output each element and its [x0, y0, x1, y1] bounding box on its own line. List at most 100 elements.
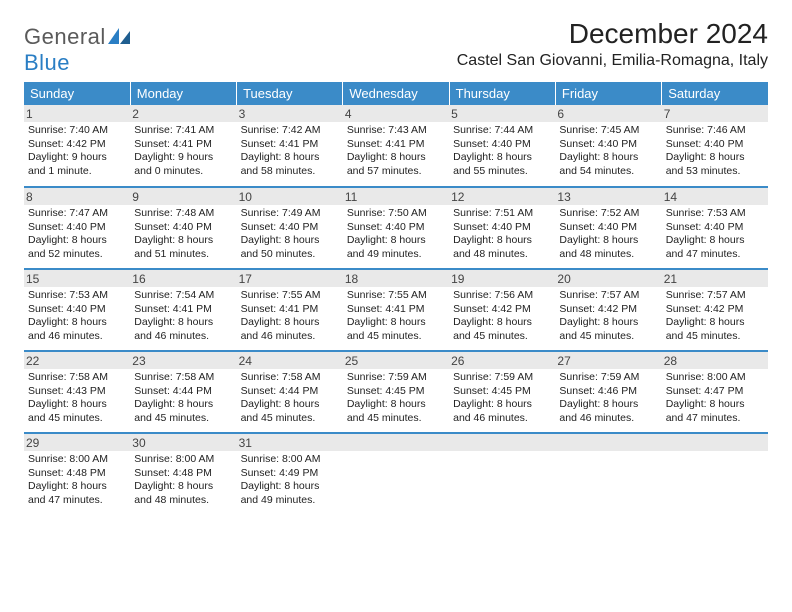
- calendar-day-cell: 23 Sunrise: 7:58 AMSunset: 4:44 PMDayligh…: [130, 351, 236, 433]
- day-details: Sunrise: 7:49 AMSunset: 4:40 PMDaylight:…: [241, 207, 339, 262]
- location-subtitle: Castel San Giovanni, Emilia-Romagna, Ita…: [457, 52, 768, 70]
- weekday-header: Tuesday: [237, 82, 343, 105]
- day-number: 23: [130, 352, 236, 369]
- day-details: Sunrise: 7:47 AMSunset: 4:40 PMDaylight:…: [28, 207, 126, 262]
- day-details: Sunrise: 7:50 AMSunset: 4:40 PMDaylight:…: [347, 207, 445, 262]
- day-details: Sunrise: 7:54 AMSunset: 4:41 PMDaylight:…: [134, 289, 232, 344]
- day-number: 25: [343, 352, 449, 369]
- day-details: Sunrise: 7:42 AMSunset: 4:41 PMDaylight:…: [241, 124, 339, 179]
- calendar-day-cell: 7 Sunrise: 7:46 AMSunset: 4:40 PMDaylight…: [662, 105, 768, 187]
- day-details: Sunrise: 7:56 AMSunset: 4:42 PMDaylight:…: [453, 289, 551, 344]
- day-details: Sunrise: 7:59 AMSunset: 4:46 PMDaylight:…: [559, 371, 657, 426]
- title-block: December 2024 Castel San Giovanni, Emili…: [457, 18, 768, 70]
- day-details: Sunrise: 7:58 AMSunset: 4:44 PMDaylight:…: [241, 371, 339, 426]
- day-details: Sunrise: 7:58 AMSunset: 4:43 PMDaylight:…: [28, 371, 126, 426]
- logo-sail-icon: [108, 28, 130, 44]
- calendar-day-cell: 5Sunrise: 7:44 AMSunset: 4:40 PMDaylight…: [449, 105, 555, 187]
- day-number: 28: [662, 352, 768, 369]
- day-details: Sunrise: 7:57 AMSunset: 4:42 PMDaylight:…: [559, 289, 657, 344]
- day-number: 12: [449, 188, 555, 205]
- day-details: Sunrise: 7:59 AMSunset: 4:45 PMDaylight:…: [347, 371, 445, 426]
- calendar-day-cell: 31Sunrise: 8:00 AMSunset: 4:49 PMDayligh…: [237, 433, 343, 515]
- day-number: 2: [130, 105, 236, 122]
- day-number: 6: [555, 105, 661, 122]
- day-details: Sunrise: 7:52 AMSunset: 4:40 PMDaylight:…: [559, 207, 657, 262]
- calendar-day-cell: 18 Sunrise: 7:55 AMSunset: 4:41 PMDayligh…: [343, 269, 449, 351]
- calendar-day-cell: 25 Sunrise: 7:59 AMSunset: 4:45 PMDayligh…: [343, 351, 449, 433]
- calendar-body: 1Sunrise: 7:40 AMSunset: 4:42 PMDaylight…: [24, 105, 768, 515]
- calendar-day-cell: [555, 433, 661, 515]
- day-number: 21: [662, 270, 768, 287]
- calendar-day-cell: 8 Sunrise: 7:47 AMSunset: 4:40 PMDaylight…: [24, 187, 130, 269]
- calendar-day-cell: 27 Sunrise: 7:59 AMSunset: 4:46 PMDayligh…: [555, 351, 661, 433]
- day-number: 10: [237, 188, 343, 205]
- day-details: Sunrise: 8:00 AMSunset: 4:48 PMDaylight:…: [28, 453, 126, 508]
- day-details: Sunrise: 7:48 AMSunset: 4:40 PMDaylight:…: [134, 207, 232, 262]
- calendar-week-row: 1Sunrise: 7:40 AMSunset: 4:42 PMDaylight…: [24, 105, 768, 187]
- day-number-empty: [662, 434, 768, 451]
- calendar-day-cell: 29 Sunrise: 8:00 AMSunset: 4:48 PMDayligh…: [24, 433, 130, 515]
- day-number: 27: [555, 352, 661, 369]
- calendar-day-cell: 3 Sunrise: 7:42 AMSunset: 4:41 PMDaylight…: [237, 105, 343, 187]
- calendar-day-cell: [343, 433, 449, 515]
- logo-blue: Blue: [24, 50, 70, 75]
- calendar-day-cell: 24 Sunrise: 7:58 AMSunset: 4:44 PMDayligh…: [237, 351, 343, 433]
- logo-text: General Blue: [24, 24, 130, 76]
- day-details: Sunrise: 7:58 AMSunset: 4:44 PMDaylight:…: [134, 371, 232, 426]
- calendar-day-cell: 9 Sunrise: 7:48 AMSunset: 4:40 PMDaylight…: [130, 187, 236, 269]
- day-number-empty: [449, 434, 555, 451]
- calendar-day-cell: 4Sunrise: 7:43 AMSunset: 4:41 PMDaylight…: [343, 105, 449, 187]
- calendar-day-cell: 30 Sunrise: 8:00 AMSunset: 4:48 PMDayligh…: [130, 433, 236, 515]
- calendar-week-row: 15 Sunrise: 7:53 AMSunset: 4:40 PMDayligh…: [24, 269, 768, 351]
- day-details: Sunrise: 7:53 AMSunset: 4:40 PMDaylight:…: [28, 289, 126, 344]
- day-number: 18: [343, 270, 449, 287]
- calendar-day-cell: 11 Sunrise: 7:50 AMSunset: 4:40 PMDayligh…: [343, 187, 449, 269]
- calendar-week-row: 22 Sunrise: 7:58 AMSunset: 4:43 PMDayligh…: [24, 351, 768, 433]
- day-number: 24: [237, 352, 343, 369]
- calendar-day-cell: 20Sunrise: 7:57 AMSunset: 4:42 PMDayligh…: [555, 269, 661, 351]
- day-details: Sunrise: 7:51 AMSunset: 4:40 PMDaylight:…: [453, 207, 551, 262]
- day-number: 29: [24, 434, 130, 451]
- day-details: Sunrise: 7:55 AMSunset: 4:41 PMDaylight:…: [241, 289, 339, 344]
- day-number: 30: [130, 434, 236, 451]
- day-details: Sunrise: 8:00 AMSunset: 4:47 PMDaylight:…: [666, 371, 764, 426]
- day-number: 8: [24, 188, 130, 205]
- day-details: Sunrise: 7:40 AMSunset: 4:42 PMDaylight:…: [28, 124, 126, 179]
- weekday-header: Thursday: [449, 82, 555, 105]
- calendar-week-row: 8 Sunrise: 7:47 AMSunset: 4:40 PMDaylight…: [24, 187, 768, 269]
- calendar-day-cell: 26 Sunrise: 7:59 AMSunset: 4:45 PMDayligh…: [449, 351, 555, 433]
- day-details: Sunrise: 7:45 AMSunset: 4:40 PMDaylight:…: [559, 124, 657, 179]
- day-number: 13: [555, 188, 661, 205]
- day-details: Sunrise: 7:59 AMSunset: 4:45 PMDaylight:…: [453, 371, 551, 426]
- day-number: 16: [130, 270, 236, 287]
- day-number: 22: [24, 352, 130, 369]
- weekday-header: Monday: [130, 82, 236, 105]
- day-number: 19: [449, 270, 555, 287]
- calendar-day-cell: 17Sunrise: 7:55 AMSunset: 4:41 PMDayligh…: [237, 269, 343, 351]
- day-details: Sunrise: 7:53 AMSunset: 4:40 PMDaylight:…: [666, 207, 764, 262]
- month-title: December 2024: [457, 18, 768, 50]
- day-number: 14: [662, 188, 768, 205]
- page-header: General Blue December 2024 Castel San Gi…: [24, 18, 768, 76]
- calendar-day-cell: 16 Sunrise: 7:54 AMSunset: 4:41 PMDayligh…: [130, 269, 236, 351]
- day-number: 3: [237, 105, 343, 122]
- day-details: Sunrise: 7:55 AMSunset: 4:41 PMDaylight:…: [347, 289, 445, 344]
- day-number: 26: [449, 352, 555, 369]
- calendar-day-cell: 15 Sunrise: 7:53 AMSunset: 4:40 PMDayligh…: [24, 269, 130, 351]
- day-number-empty: [555, 434, 661, 451]
- calendar-day-cell: 28 Sunrise: 8:00 AMSunset: 4:47 PMDayligh…: [662, 351, 768, 433]
- day-number: 7: [662, 105, 768, 122]
- calendar-head: Sunday Monday Tuesday Wednesday Thursday…: [24, 82, 768, 105]
- day-number: 4: [343, 105, 449, 122]
- logo-general: General: [24, 24, 106, 49]
- day-details: Sunrise: 8:00 AMSunset: 4:48 PMDaylight:…: [134, 453, 232, 508]
- day-details: Sunrise: 7:46 AMSunset: 4:40 PMDaylight:…: [666, 124, 764, 179]
- day-number: 31: [237, 434, 343, 451]
- weekday-header: Sunday: [24, 82, 130, 105]
- day-number: 15: [24, 270, 130, 287]
- day-number-empty: [343, 434, 449, 451]
- day-number: 9: [130, 188, 236, 205]
- day-number: 5: [449, 105, 555, 122]
- weekday-header: Wednesday: [343, 82, 449, 105]
- day-number: 11: [343, 188, 449, 205]
